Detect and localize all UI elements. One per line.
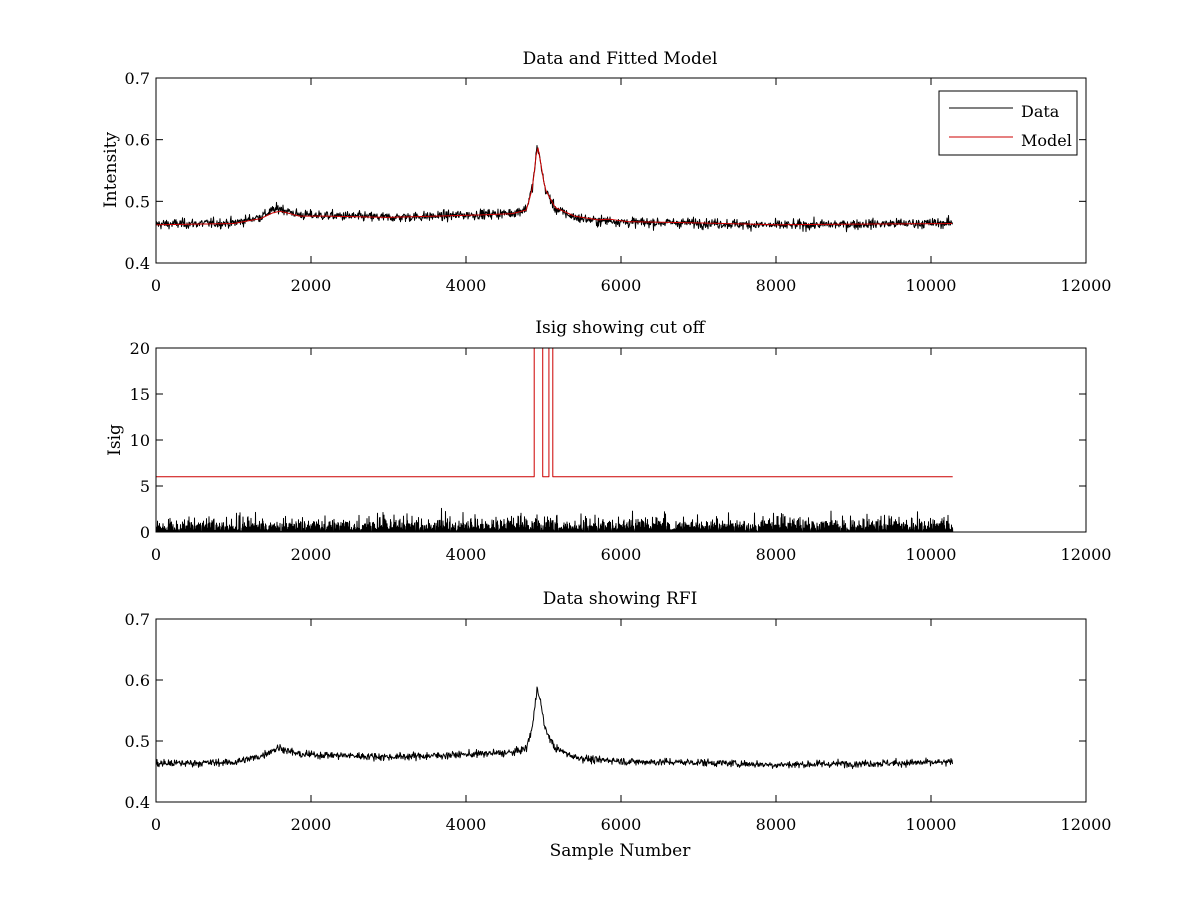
x-tick-label: 6000 [601,276,642,295]
x-tick-label: 0 [151,276,161,295]
panel-data-and-fitted-model: Data and Fitted Model Intensity 0 2000 400… [101,49,1111,295]
x-tick-label: 2000 [291,815,332,834]
legend-box [938,90,1078,156]
y-tick-label: 0 [140,523,150,542]
x-tick-label: 10000 [906,276,957,295]
y-tick-label: 0.5 [125,732,150,751]
panel-title: Data showing RFI [543,589,698,609]
legend-label-model: Model [1021,131,1072,150]
x-tick-label: 12000 [1061,276,1112,295]
x-tick-label: 4000 [446,545,487,564]
plot-area: 0 2000 4000 6000 8000 10000 12000 0.4 0.5 0.6 0.7 [125,69,1112,295]
x-tick-label: 8000 [756,815,797,834]
x-tick-label: 8000 [756,276,797,295]
plot-area: 0 2000 4000 6000 8000 10000 12000 0.4 0.5 0.6 0.7 [125,610,1112,834]
x-tick-label: 0 [151,545,161,564]
x-tick-label: 10000 [906,815,957,834]
y-tick-label: 10 [130,431,150,450]
panel-data-showing-rfi: Data showing RFI Sample Number 0 2000 4000… [125,589,1112,861]
series-line-data [155,145,953,233]
x-tick-label: 8000 [756,545,797,564]
y-axis-label: Intensity [101,132,121,208]
y-tick-label: 0.5 [125,192,150,211]
x-tick-label: 2000 [291,276,332,295]
series-line-signal [155,686,953,770]
y-tick-label: 0.6 [125,131,150,150]
plot-area: 0 2000 4000 6000 8000 10000 12000 0 5 10 15 20 [130,339,1112,564]
y-tick-label: 0.4 [125,793,150,812]
x-tick-label: 6000 [601,545,642,564]
x-tick-label: 4000 [446,815,487,834]
legend: Data Model [938,90,1078,156]
y-tick-label: 0.6 [125,671,150,690]
y-tick-label: 15 [130,385,150,404]
y-tick-label: 0.7 [125,610,150,629]
x-tick-label: 4000 [446,276,487,295]
panel-title: Data and Fitted Model [523,49,718,69]
series-line-threshold [156,347,953,478]
panel-isig-showing-cut-off: Isig showing cut off Isig 0 2000 4000 6000 8… [105,318,1111,564]
x-tick-label: 0 [151,815,161,834]
x-tick-label: 12000 [1061,545,1112,564]
series-line-signal [155,507,954,533]
x-axis-label: Sample Number [550,841,692,861]
x-tick-label: 6000 [601,815,642,834]
series-line-model [155,147,953,226]
y-axis-label: Isig [105,424,125,456]
legend-label-data: Data [1021,102,1060,121]
x-tick-label: 2000 [291,545,332,564]
y-tick-label: 0.4 [125,254,150,273]
x-tick-label: 10000 [906,545,957,564]
x-tick-label: 12000 [1061,815,1112,834]
y-tick-label: 5 [140,477,150,496]
panel-title: Isig showing cut off [535,318,706,338]
y-tick-label: 20 [130,339,150,358]
y-tick-label: 0.7 [125,69,150,88]
